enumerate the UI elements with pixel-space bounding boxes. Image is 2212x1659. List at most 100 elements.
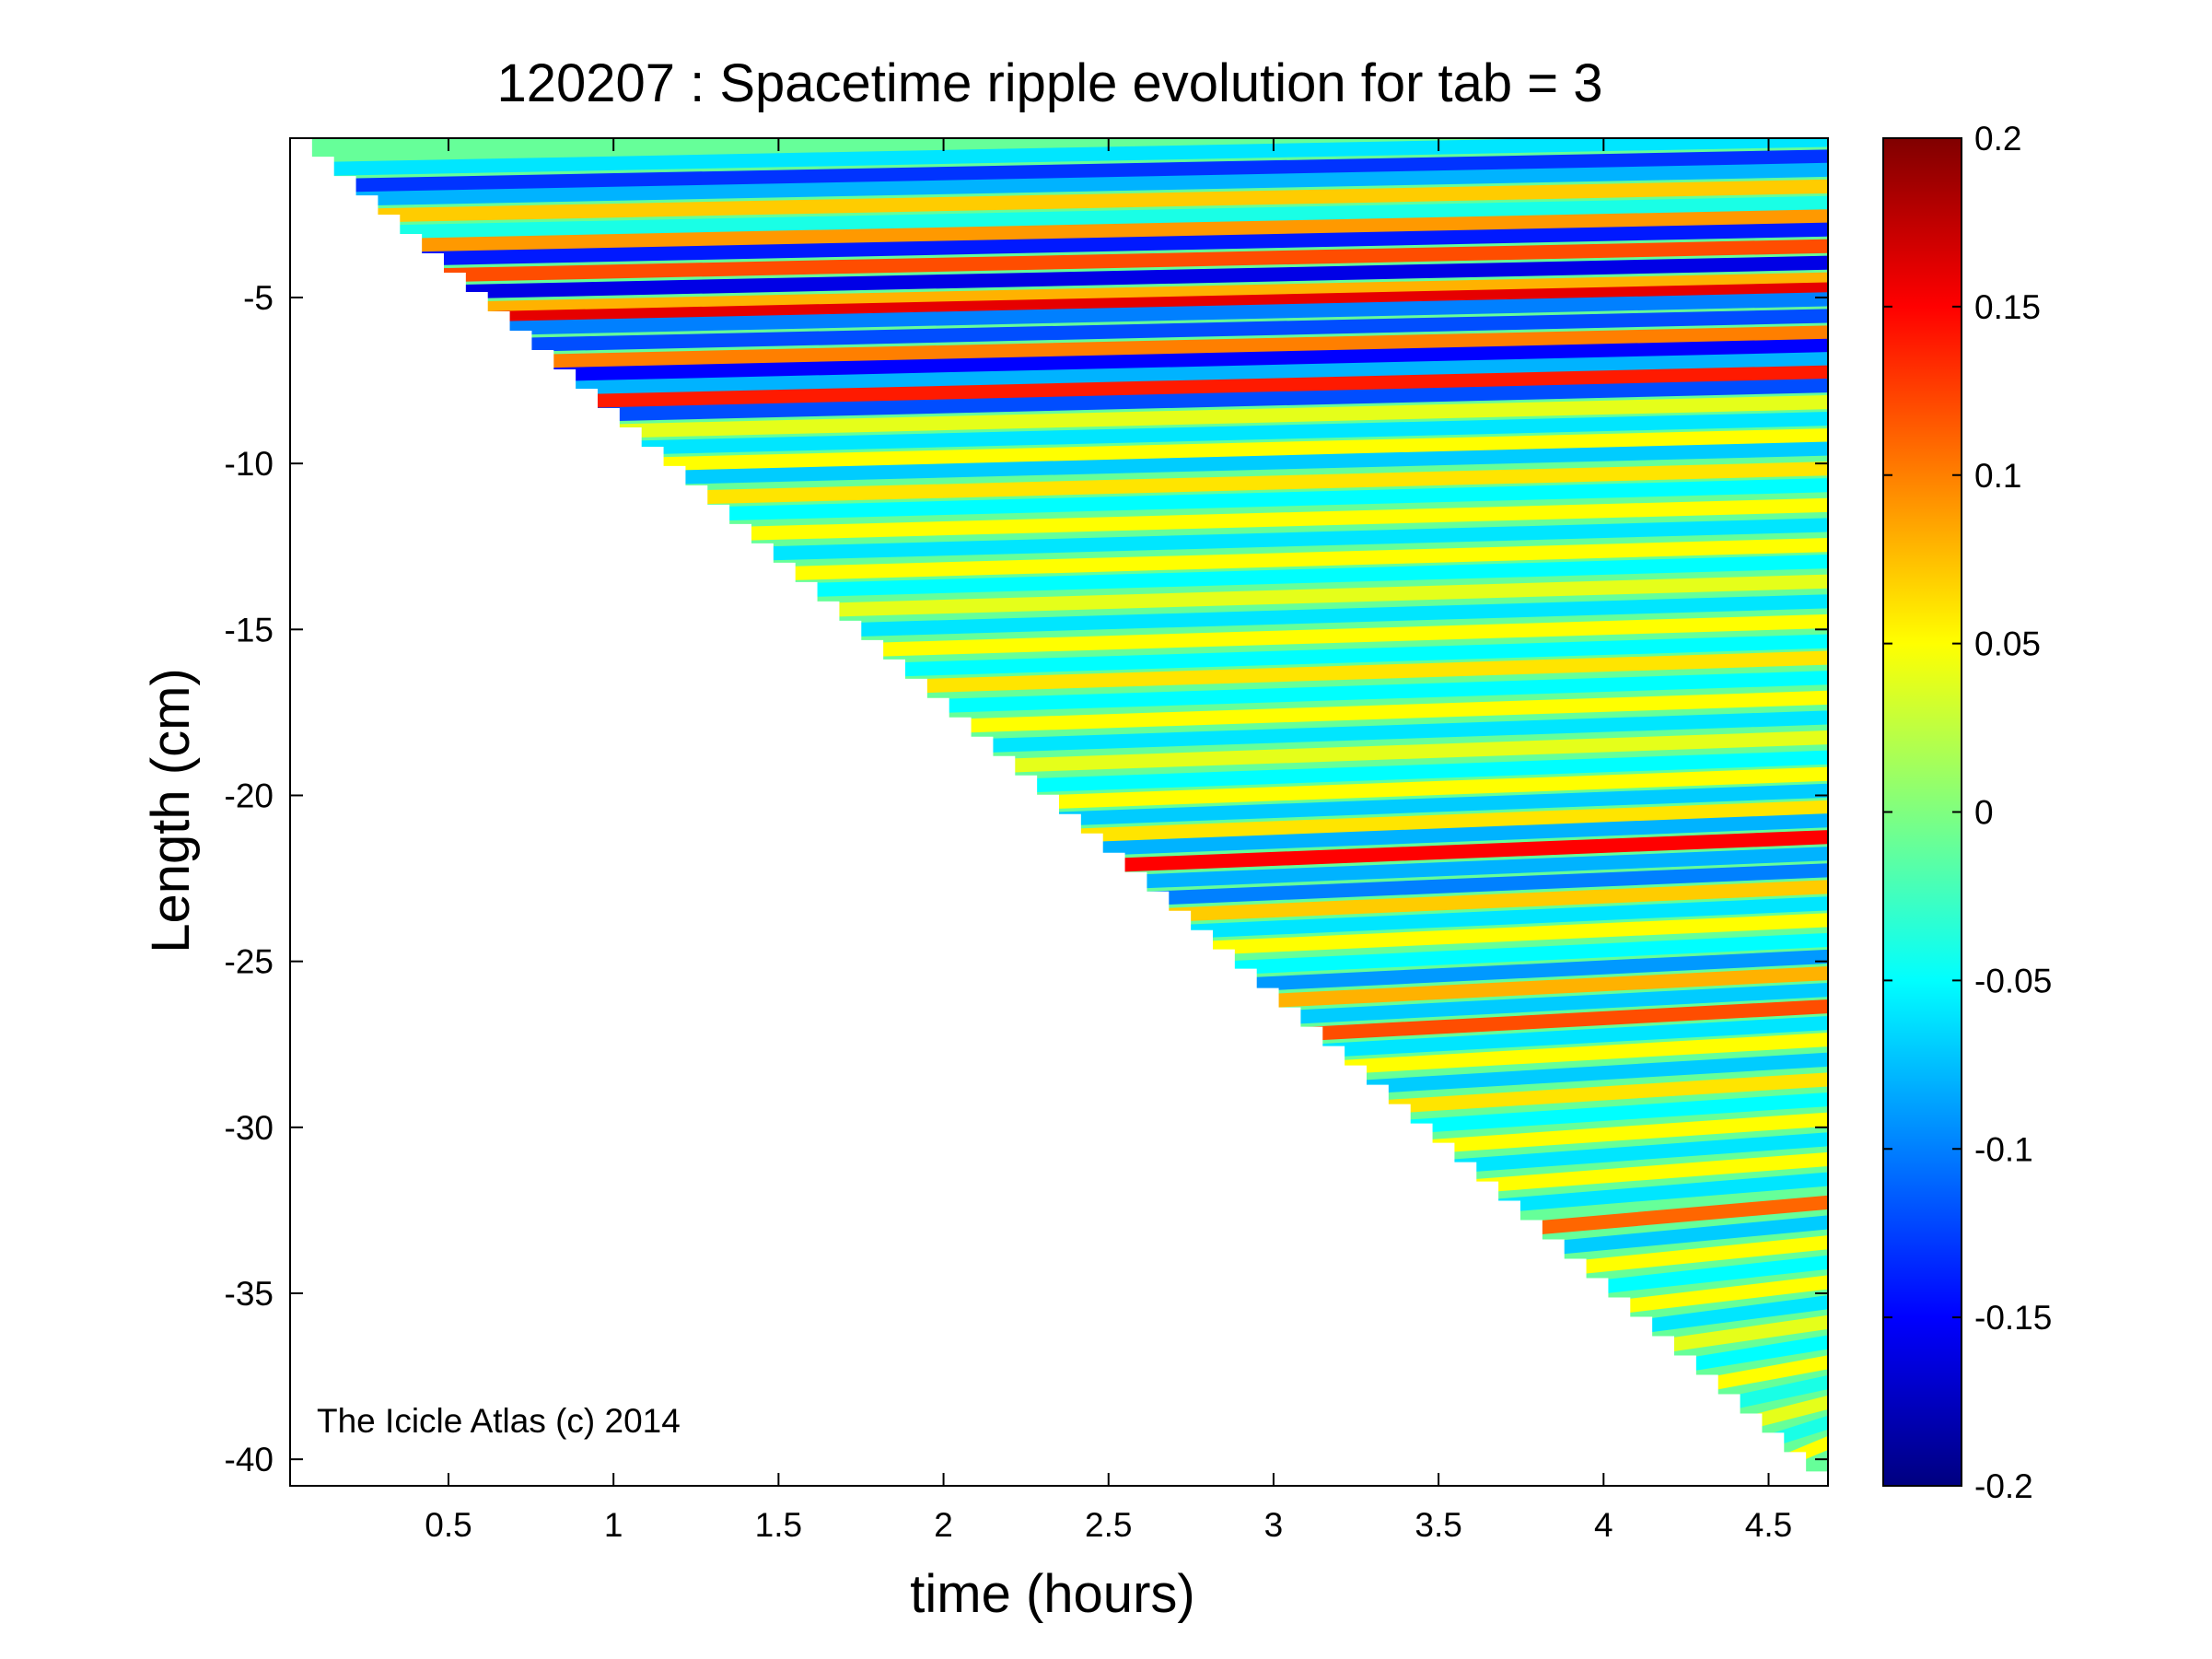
ripple-band (697, 497, 1828, 543)
colorbar-tick-label: 0.1 (1974, 457, 2021, 495)
copyright-annotation: The Icicle Atlas (c) 2014 (317, 1402, 681, 1440)
ripple-band (1579, 1275, 1828, 1319)
heatmap-plot-area (290, 138, 1828, 1486)
ripple-band (1040, 800, 1828, 845)
ripple-band (1266, 999, 1828, 1044)
ripple-band (1149, 896, 1828, 940)
ripple-band (1511, 1215, 1828, 1259)
x-axis-label: time (hours) (910, 1564, 1194, 1624)
x-tick-label: 0.5 (425, 1506, 472, 1544)
y-axis-ticks: -5 -10 -15 -20 -25 -30 -35 -40 (225, 279, 1828, 1478)
ripple-band (1055, 813, 1828, 858)
ripple-band (1285, 1016, 1828, 1060)
y-tick-label: -35 (225, 1275, 274, 1313)
ripple-band (300, 149, 1828, 193)
ripple-band (1556, 1255, 1828, 1299)
ripple-band (1247, 982, 1828, 1027)
colorbar-tick-label: -0.1 (1974, 1130, 2033, 1168)
ripple-band (334, 179, 1828, 224)
ripple-band (354, 195, 1828, 240)
ripple-band (368, 209, 1828, 253)
colorbar-tick-label: 0.05 (1974, 625, 2041, 663)
colorbar-tick-label: 0.2 (1974, 120, 2021, 158)
colorbar-tick-label: -0.05 (1974, 962, 2052, 999)
ripple-band (870, 650, 1828, 695)
ripple-band (742, 537, 1828, 582)
x-tick-label: 1 (604, 1506, 623, 1544)
ripple-band (580, 395, 1828, 439)
ripple-band (1534, 1235, 1828, 1279)
ripple-band (915, 690, 1828, 735)
ripple-band (851, 634, 1828, 678)
ripple-band (1131, 880, 1828, 924)
y-axis-label: Length (cm) (141, 668, 201, 952)
ripple-band (984, 750, 1828, 795)
ripple-band (1112, 863, 1828, 907)
ripple-band (1228, 965, 1828, 1011)
x-tick-label: 4 (1594, 1506, 1613, 1544)
ripple-band (761, 555, 1828, 599)
x-tick-label: 2.5 (1085, 1506, 1132, 1544)
ripple-band (316, 162, 1828, 207)
y-tick-label: -5 (243, 279, 274, 317)
ripple-band (719, 518, 1828, 562)
x-tick-label: 3 (1264, 1506, 1284, 1544)
ripple-band (463, 292, 1828, 336)
colorbar-gradient (1882, 137, 1962, 1487)
ripple-band (1372, 1092, 1828, 1137)
ripple-band (1349, 1072, 1828, 1116)
ripple-band (892, 671, 1828, 715)
ripple-band (1417, 1132, 1828, 1176)
ripple-band (1191, 932, 1828, 977)
ripple-band (482, 309, 1828, 353)
colorbar-tick-label: 0.15 (1974, 288, 2041, 326)
chart-title: 120207 : Spacetime ripple evolution for … (496, 53, 1602, 113)
x-tick-label: 1.5 (755, 1506, 802, 1544)
x-tick-label: 3.5 (1415, 1506, 1461, 1544)
y-tick-label: -15 (225, 611, 274, 648)
ripple-band (1462, 1172, 1828, 1216)
ripple-band (1304, 1033, 1828, 1077)
no-data-mask (290, 138, 1828, 1486)
x-axis-ticks: 0.5 1 1.5 2 2.5 3 3.5 4 4.5 (425, 138, 1792, 1544)
ripple-band (1327, 1052, 1828, 1096)
y-tick-label: -25 (225, 943, 274, 981)
ripple-band (829, 613, 1828, 659)
ripple-band (402, 239, 1828, 284)
y-tick-label: -30 (225, 1109, 274, 1147)
ripple-band (384, 222, 1828, 267)
ripple-band (806, 594, 1828, 638)
colorbar-ticks: 0.2 0.15 0.1 0.05 0 -0.05 -0.1 -0.15 -0.2 (1883, 120, 2052, 1505)
no-data-region (290, 138, 1828, 1486)
ripple-band (1074, 830, 1828, 874)
ripple-band (599, 412, 1828, 456)
ripple-band (1093, 847, 1828, 891)
colorbar-tick-label: -0.2 (1974, 1467, 2033, 1505)
ripple-band (1168, 913, 1828, 957)
y-tick-label: -20 (225, 777, 274, 814)
ripple-band (618, 428, 1828, 473)
ripple-band (1002, 766, 1828, 812)
ripple-band (501, 325, 1828, 369)
ripple-band (655, 461, 1828, 506)
ripple-band (960, 730, 1828, 775)
ripple-band (633, 441, 1828, 485)
colorbar: 0.2 0.15 0.1 0.05 0 -0.05 -0.1 -0.15 -0.2 (1882, 120, 2052, 1505)
ripple-band (422, 255, 1828, 300)
ripple-band (290, 138, 1828, 177)
ripple-band (674, 478, 1828, 522)
ripple-band (784, 574, 1828, 619)
ripple-band (1394, 1112, 1828, 1156)
ripple-band (516, 338, 1828, 383)
x-tick-label: 2 (934, 1506, 953, 1544)
y-tick-label: -40 (225, 1441, 274, 1478)
ripple-band (561, 379, 1828, 423)
ripple-band (530, 352, 1828, 396)
colorbar-tick-label: -0.15 (1974, 1299, 2052, 1337)
ripple-band (1489, 1195, 1828, 1239)
ripple-band (1021, 783, 1828, 828)
colorbar-tick-label: 0 (1974, 794, 1994, 832)
ripple-band (938, 710, 1828, 754)
y-tick-label: -10 (225, 445, 274, 483)
